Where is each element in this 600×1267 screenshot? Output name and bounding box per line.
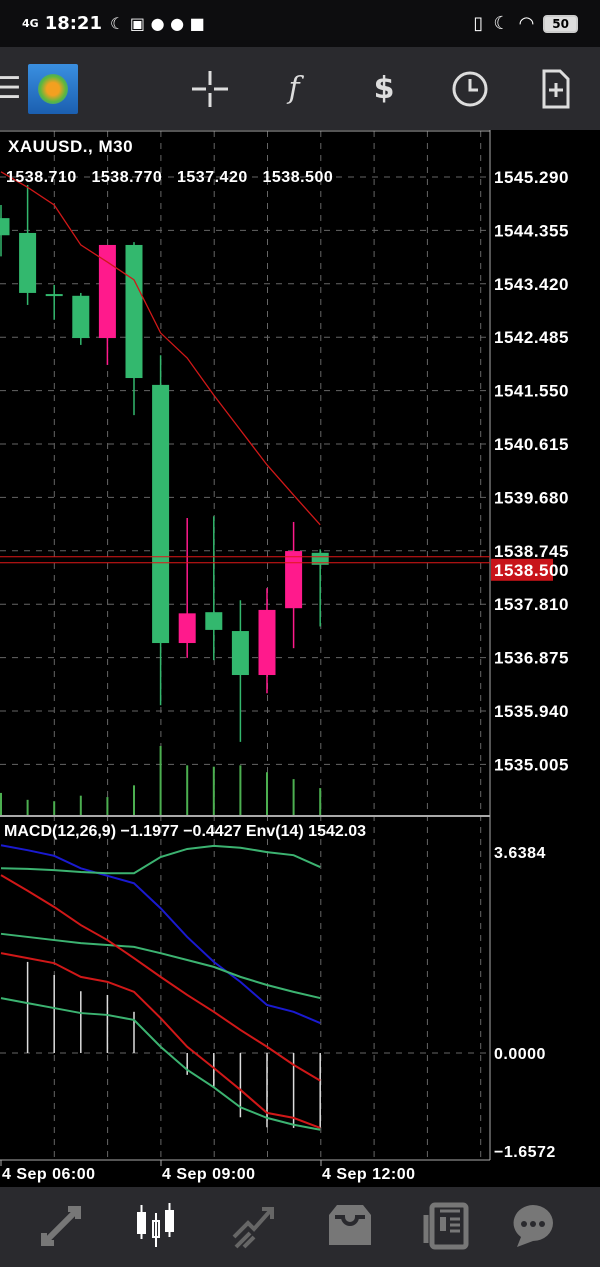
toolbar: ☰ f $	[0, 47, 600, 130]
candle-body	[72, 295, 90, 339]
price-tick: 1538.745	[494, 542, 569, 561]
timeframe-clock-icon[interactable]	[448, 67, 492, 111]
time-axis: 4 Sep 06:00 4 Sep 09:00 4 Sep 12:00	[0, 1160, 416, 1183]
indicator-tick: 0.0000	[494, 1046, 546, 1063]
candle-body	[19, 232, 37, 293]
network-indicator: 4G	[22, 17, 39, 30]
news-icon[interactable]	[422, 1201, 472, 1251]
macd-signal-line	[0, 874, 321, 1082]
symbol-label: XAUUSD., M30	[8, 137, 133, 156]
price-tick: 1543.420	[494, 275, 569, 294]
current-price-box	[491, 558, 553, 581]
indicator-axis: 3.6384 0.0000 −1.6572	[494, 845, 556, 1161]
clock: 18:21	[44, 13, 102, 34]
current-price-label: 1538.500	[494, 561, 569, 580]
indicator-tick: 3.6384	[494, 845, 546, 862]
price-tick: 1535.940	[494, 702, 569, 721]
mt4-logo[interactable]	[28, 64, 78, 114]
candle-body	[152, 384, 170, 644]
indicator-line	[0, 952, 321, 1129]
time-label: 4 Sep 12:00	[322, 1166, 416, 1183]
candle-body	[258, 609, 276, 676]
price-axis: 1545.290 1544.355 1543.420 1542.485 1541.550…	[494, 168, 569, 774]
ohlc-value: 1538.770	[92, 169, 163, 186]
notification-icons: ☾ ▣ ● ● ■	[109, 14, 205, 33]
price-tick: 1535.005	[494, 755, 569, 774]
candle-body	[285, 551, 303, 609]
crosshair-icon[interactable]	[188, 67, 232, 111]
candle-body	[125, 244, 143, 379]
ohlc-value: 1538.500	[263, 169, 334, 186]
price-tick: 1541.550	[494, 382, 569, 401]
history-icon[interactable]	[325, 1201, 375, 1251]
bottom-nav	[0, 1187, 600, 1267]
price-tick: 1539.680	[494, 488, 569, 507]
ohlc-readout: 1538.710 1538.770 1537.420 1538.500	[6, 169, 333, 186]
candle-body	[205, 612, 223, 630]
moving-average-line	[0, 171, 321, 526]
price-tick: 1537.810	[494, 595, 569, 614]
indicator-pane	[0, 844, 321, 1131]
new-order-icon[interactable]	[534, 67, 578, 111]
battery-indicator: 50	[543, 14, 578, 33]
candle-body	[231, 631, 249, 676]
time-label: 4 Sep 09:00	[162, 1166, 256, 1183]
indicator-line	[0, 932, 321, 1000]
dnd-icon: ☾	[493, 13, 510, 34]
candle-body	[98, 244, 116, 339]
candle-body	[178, 613, 196, 644]
candle-body	[45, 294, 63, 297]
status-bar: 4G 18:21 ☾ ▣ ● ● ■ ▯ ☾ ◠ 50	[0, 0, 600, 47]
indicator-line	[0, 844, 321, 1024]
indicator-label: MACD(12,26,9) −1.1977 −0.4427 Env(14) 15…	[4, 823, 366, 840]
chart-icon[interactable]	[133, 1201, 183, 1251]
candles	[0, 184, 329, 742]
vibrate-icon: ▯	[473, 13, 484, 34]
volume-bars	[0, 746, 322, 815]
ohlc-value: 1538.710	[6, 169, 77, 186]
indicators-f-icon[interactable]: f	[288, 71, 300, 106]
price-tick: 1536.875	[494, 649, 569, 668]
wifi-icon: ◠	[519, 13, 534, 34]
candle-body	[311, 552, 329, 565]
indicator-tick: −1.6572	[494, 1144, 556, 1161]
menu-icon[interactable]: ☰	[0, 71, 22, 106]
trade-dollar-icon[interactable]: $	[373, 71, 395, 106]
price-chart[interactable]: 1545.290 1544.355 1543.420 1542.485 1541.550…	[0, 130, 600, 1187]
candle-body	[0, 218, 10, 236]
time-label: 4 Sep 06:00	[2, 1166, 96, 1183]
messages-icon[interactable]	[508, 1201, 558, 1251]
indicator-line	[0, 844, 321, 875]
price-tick: 1540.615	[494, 435, 569, 454]
price-lines: 1538.500	[0, 556, 569, 581]
ohlc-value: 1537.420	[177, 169, 248, 186]
price-tick: 1545.290	[494, 168, 569, 187]
quotes-icon[interactable]	[38, 1201, 88, 1251]
trade-icon[interactable]	[230, 1201, 280, 1251]
indicator-line	[0, 997, 321, 1131]
price-tick: 1542.485	[494, 328, 569, 347]
price-tick: 1544.355	[494, 221, 569, 240]
